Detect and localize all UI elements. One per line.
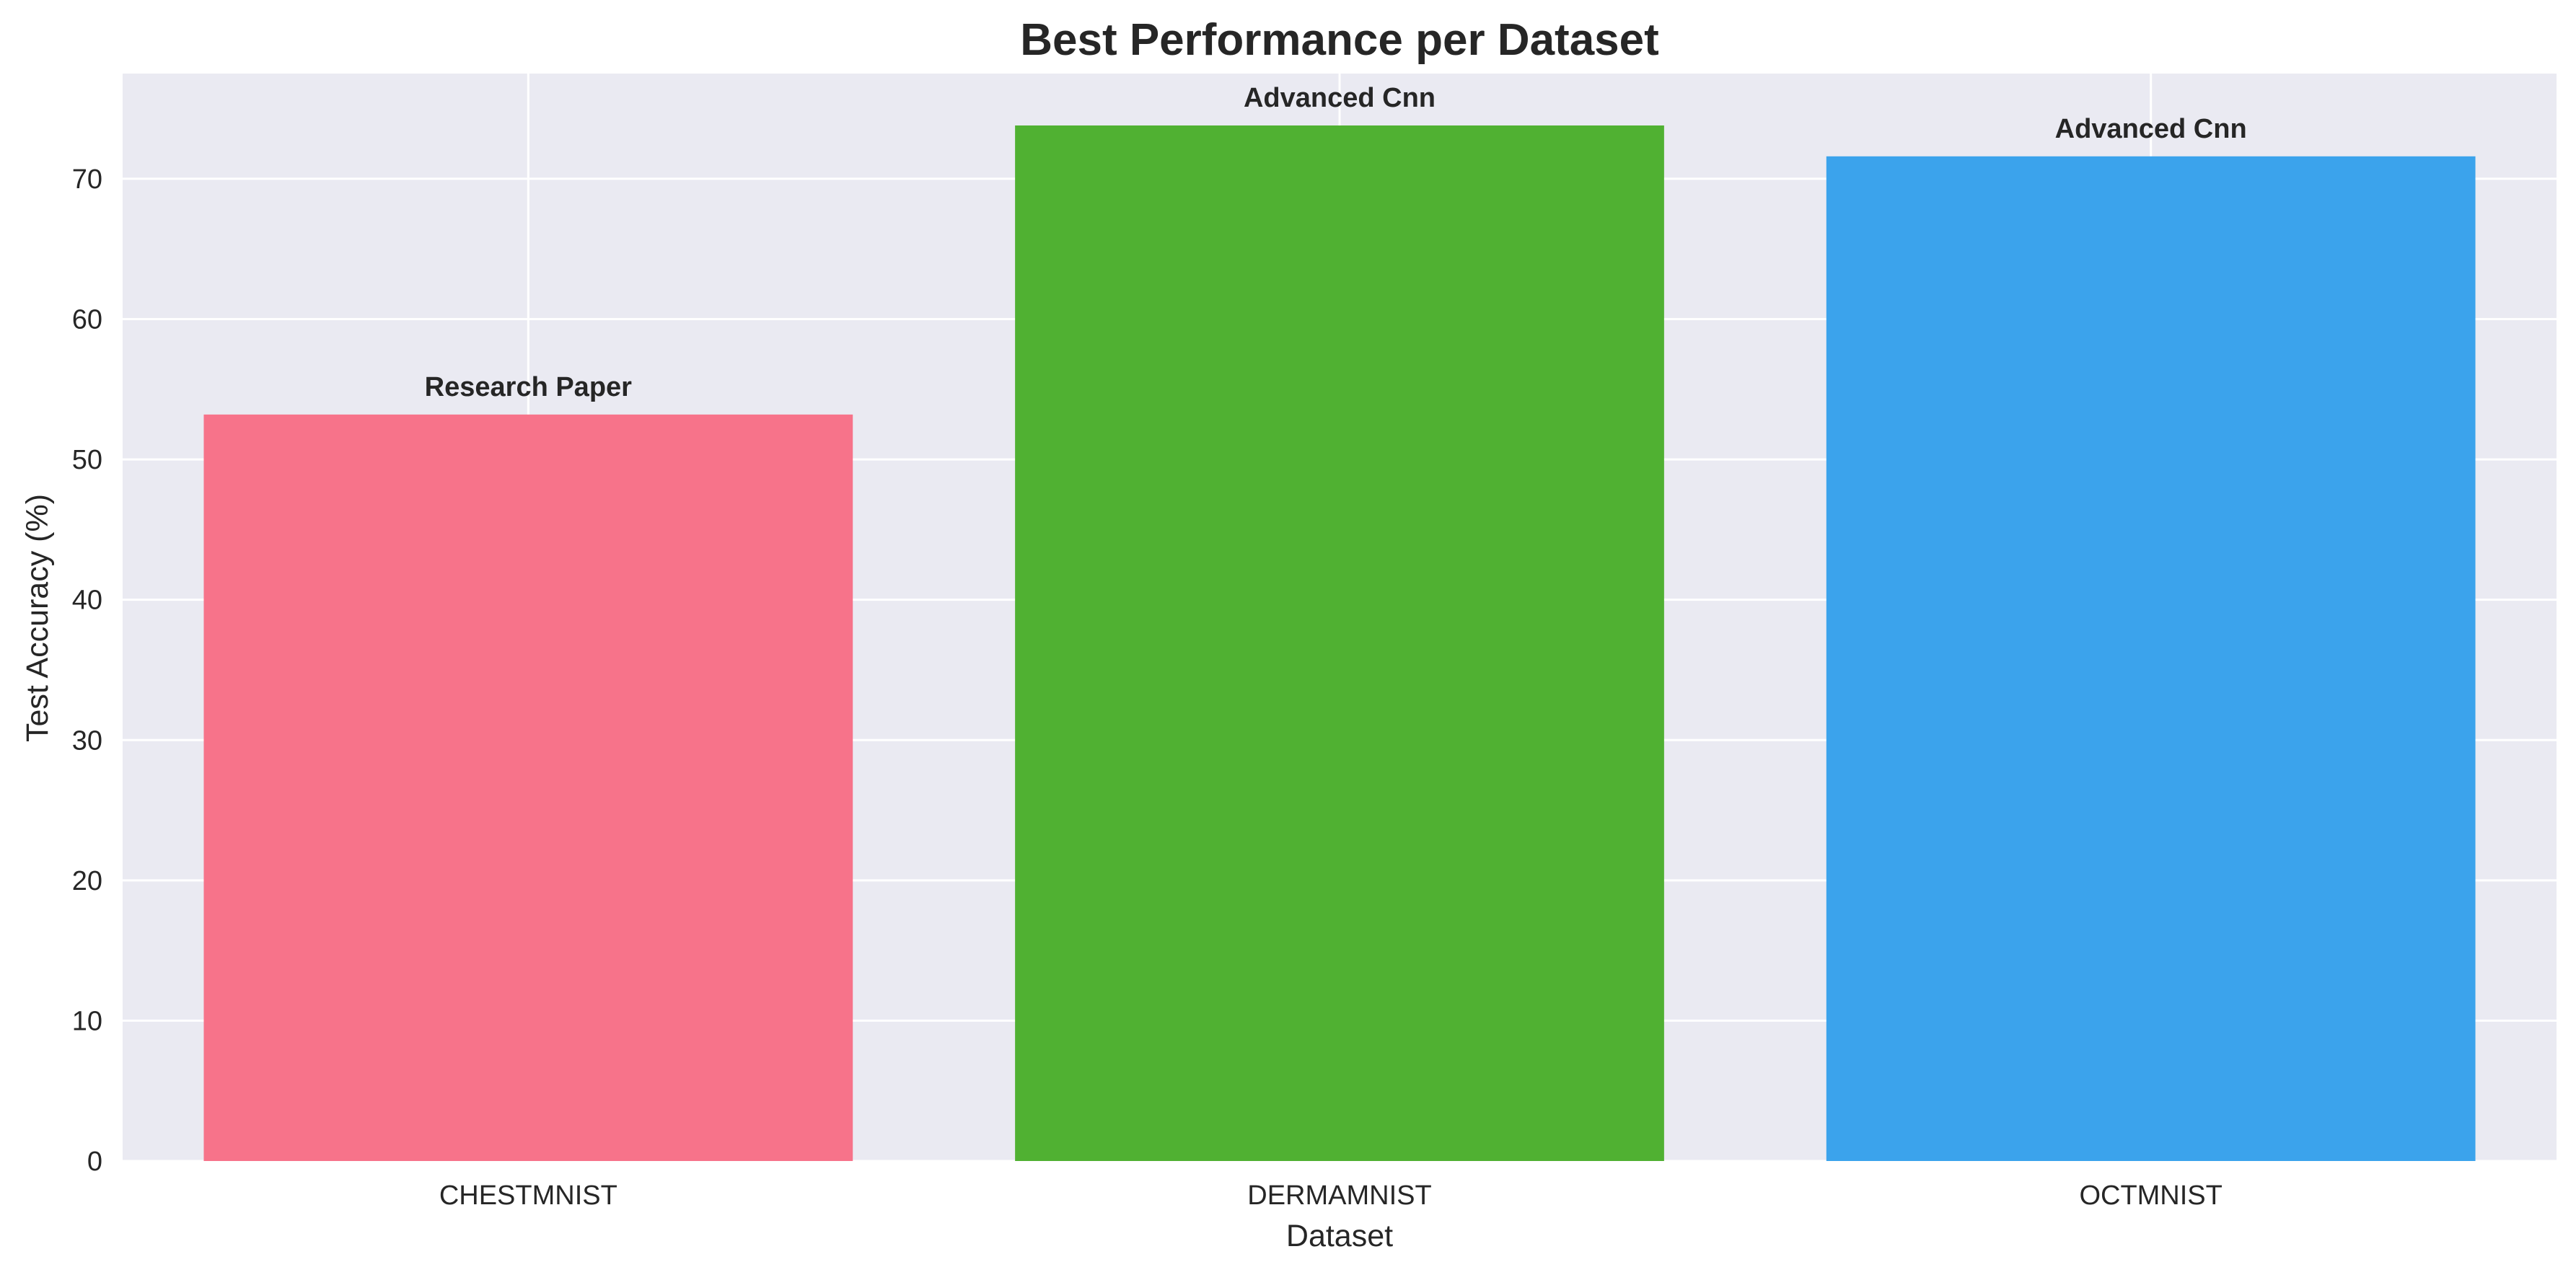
y-tick-label: 70 xyxy=(72,164,102,195)
y-tick-label: 60 xyxy=(72,305,102,335)
bar-label: Advanced Cnn xyxy=(2055,114,2247,144)
bar-octmnist xyxy=(1826,156,2476,1161)
bar-labels: Research Paper Advanced Cnn Advanced Cnn xyxy=(425,83,2247,402)
x-tick-label: CHESTMNIST xyxy=(439,1180,617,1211)
y-tick-label: 40 xyxy=(72,586,102,616)
y-tick-label: 50 xyxy=(72,445,102,475)
bar-chestmnist xyxy=(203,414,853,1161)
y-tick-label: 10 xyxy=(72,1006,102,1036)
y-tick-labels: 0 10 20 30 40 50 60 70 xyxy=(72,164,102,1177)
x-axis-label: Dataset xyxy=(1286,1219,1393,1253)
x-tick-label: OCTMNIST xyxy=(2079,1180,2222,1211)
bar-label: Research Paper xyxy=(425,372,632,402)
bar-dermamnist xyxy=(1015,125,1664,1161)
y-axis-label: Test Accuracy (%) xyxy=(20,494,55,742)
y-tick-label: 20 xyxy=(72,866,102,896)
y-tick-label: 30 xyxy=(72,725,102,756)
x-tick-labels: CHESTMNIST DERMAMNIST OCTMNIST xyxy=(439,1180,2223,1211)
chart-title: Best Performance per Dataset xyxy=(1020,15,1659,65)
y-tick-label: 0 xyxy=(87,1147,102,1177)
bar-label: Advanced Cnn xyxy=(1244,83,1436,113)
x-tick-label: DERMAMNIST xyxy=(1247,1180,1431,1211)
bars xyxy=(203,125,2476,1161)
